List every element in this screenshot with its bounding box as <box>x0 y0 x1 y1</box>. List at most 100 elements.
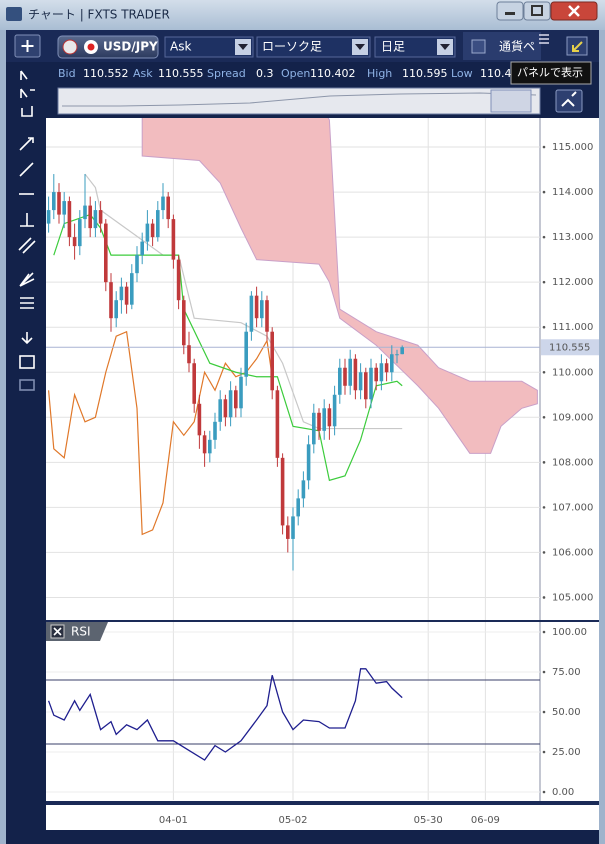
tool-hand[interactable] <box>21 106 33 117</box>
current-price-label: 110.555 <box>549 342 590 353</box>
y-tick-label: 111.000 <box>552 322 593 333</box>
y-tick-label: 25.00 <box>552 747 581 758</box>
tool-channel[interactable] <box>18 237 36 254</box>
navigator-line <box>62 92 537 107</box>
quote-label: Bid <box>58 67 76 80</box>
candle-body <box>202 435 207 454</box>
tool-pointer-plus[interactable] <box>20 88 35 98</box>
candle-body <box>244 331 248 377</box>
x-tick-label: 05-02 <box>278 815 307 826</box>
price-axis: 105.000 106.000 107.000 108.000 109.000 110.0… <box>541 142 599 603</box>
menu-icon <box>539 34 549 44</box>
candle-body <box>182 300 186 346</box>
candle-body <box>384 363 389 373</box>
tool-camera[interactable] <box>19 379 35 391</box>
candle-body <box>234 390 238 409</box>
navigator[interactable] <box>57 87 541 115</box>
candle-body <box>57 192 61 215</box>
chart-type-select[interactable] <box>256 36 371 58</box>
tooltip-text: パネルで表示 <box>517 65 583 79</box>
candle-body <box>62 201 66 215</box>
y-tick <box>542 790 546 794</box>
quote-value: 110.555 <box>158 67 204 80</box>
navigator-icon <box>561 91 577 107</box>
candle-body <box>208 439 212 454</box>
y-tick <box>542 710 546 714</box>
pair-checkbox[interactable] <box>471 39 486 54</box>
candle-body <box>260 300 264 319</box>
quote-value: 110.40 <box>480 67 519 80</box>
panel-icon <box>572 41 583 52</box>
x-tick-label: 06-09 <box>471 815 500 826</box>
tool-trend[interactable] <box>19 137 34 151</box>
candle-body <box>187 345 191 364</box>
rsi-title: RSI <box>71 625 91 639</box>
candle-body <box>223 399 228 418</box>
candle-body <box>46 210 51 224</box>
rsi-close-icon <box>53 627 62 636</box>
tool-strip <box>6 115 46 830</box>
rsi-grid: 0.00 25.00 50.00 75.00 100.00 <box>46 622 587 800</box>
candle-body <box>213 421 217 440</box>
y-tick <box>542 670 546 674</box>
y-tick <box>542 280 546 284</box>
symbol: USD/JPY <box>103 40 158 54</box>
candle-body <box>291 516 295 539</box>
symbol-button[interactable] <box>57 35 159 59</box>
y-tick-label: 115.000 <box>552 142 593 153</box>
y-tick-label: 50.00 <box>552 707 581 718</box>
tool-list[interactable] <box>19 355 35 369</box>
y-tick <box>542 630 546 634</box>
candle-body <box>332 394 337 427</box>
y-tick-label: 114.000 <box>552 187 593 198</box>
price-side-select[interactable] <box>164 36 254 58</box>
candle-body <box>88 205 92 229</box>
candle-body <box>275 390 280 458</box>
bottom-frame <box>0 830 605 844</box>
y-tick-label: 100.00 <box>552 627 587 638</box>
tool-line[interactable] <box>19 162 34 177</box>
y-tick <box>542 750 546 754</box>
chart-type: ローソク足 <box>262 40 322 54</box>
candle-body <box>400 347 404 355</box>
candle-body <box>301 480 306 499</box>
quote-label: Ask <box>133 67 153 80</box>
candle-body <box>78 219 82 247</box>
candle-body <box>312 412 316 445</box>
y-tick-label: 110.000 <box>552 367 593 378</box>
navigator-handle[interactable] <box>490 89 532 113</box>
y-tick-label: 105.000 <box>552 592 593 603</box>
candle-body <box>322 408 326 431</box>
timeframe-select[interactable] <box>374 36 456 58</box>
tool-pointer[interactable] <box>20 70 28 80</box>
candle-body <box>379 363 384 382</box>
candle-body <box>265 300 269 332</box>
minimize-icon <box>505 12 515 15</box>
candle-body <box>228 390 233 418</box>
candle-body <box>72 237 77 247</box>
tool-vline[interactable] <box>20 213 34 227</box>
candle-body <box>171 219 176 260</box>
quote-value: 110.595 <box>402 67 448 80</box>
timeframe: 日足 <box>381 40 405 54</box>
quote-label: Spread <box>207 67 246 80</box>
candle-body <box>306 444 311 481</box>
quote-label: Low <box>451 67 473 80</box>
minimize-button[interactable] <box>496 1 524 21</box>
candle-body <box>338 367 342 395</box>
y-tick-label: 107.000 <box>552 502 593 513</box>
tool-fan[interactable] <box>19 272 35 287</box>
candle-body <box>93 210 98 229</box>
left-frame <box>0 30 6 844</box>
dropdown-arrow <box>355 44 365 50</box>
candle-body <box>358 372 363 391</box>
maximize-button[interactable] <box>523 1 551 21</box>
candle-body <box>67 201 72 238</box>
y-tick-label: 112.000 <box>552 277 593 288</box>
y-tick <box>542 325 546 329</box>
x-tick-label: 04-01 <box>159 815 188 826</box>
candle-body <box>150 223 155 238</box>
tool-down[interactable] <box>21 332 33 345</box>
tool-fibo[interactable] <box>20 297 34 309</box>
